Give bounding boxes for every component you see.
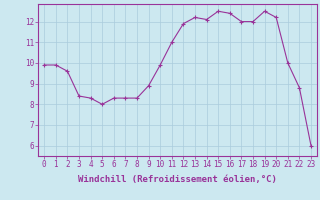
- X-axis label: Windchill (Refroidissement éolien,°C): Windchill (Refroidissement éolien,°C): [78, 175, 277, 184]
